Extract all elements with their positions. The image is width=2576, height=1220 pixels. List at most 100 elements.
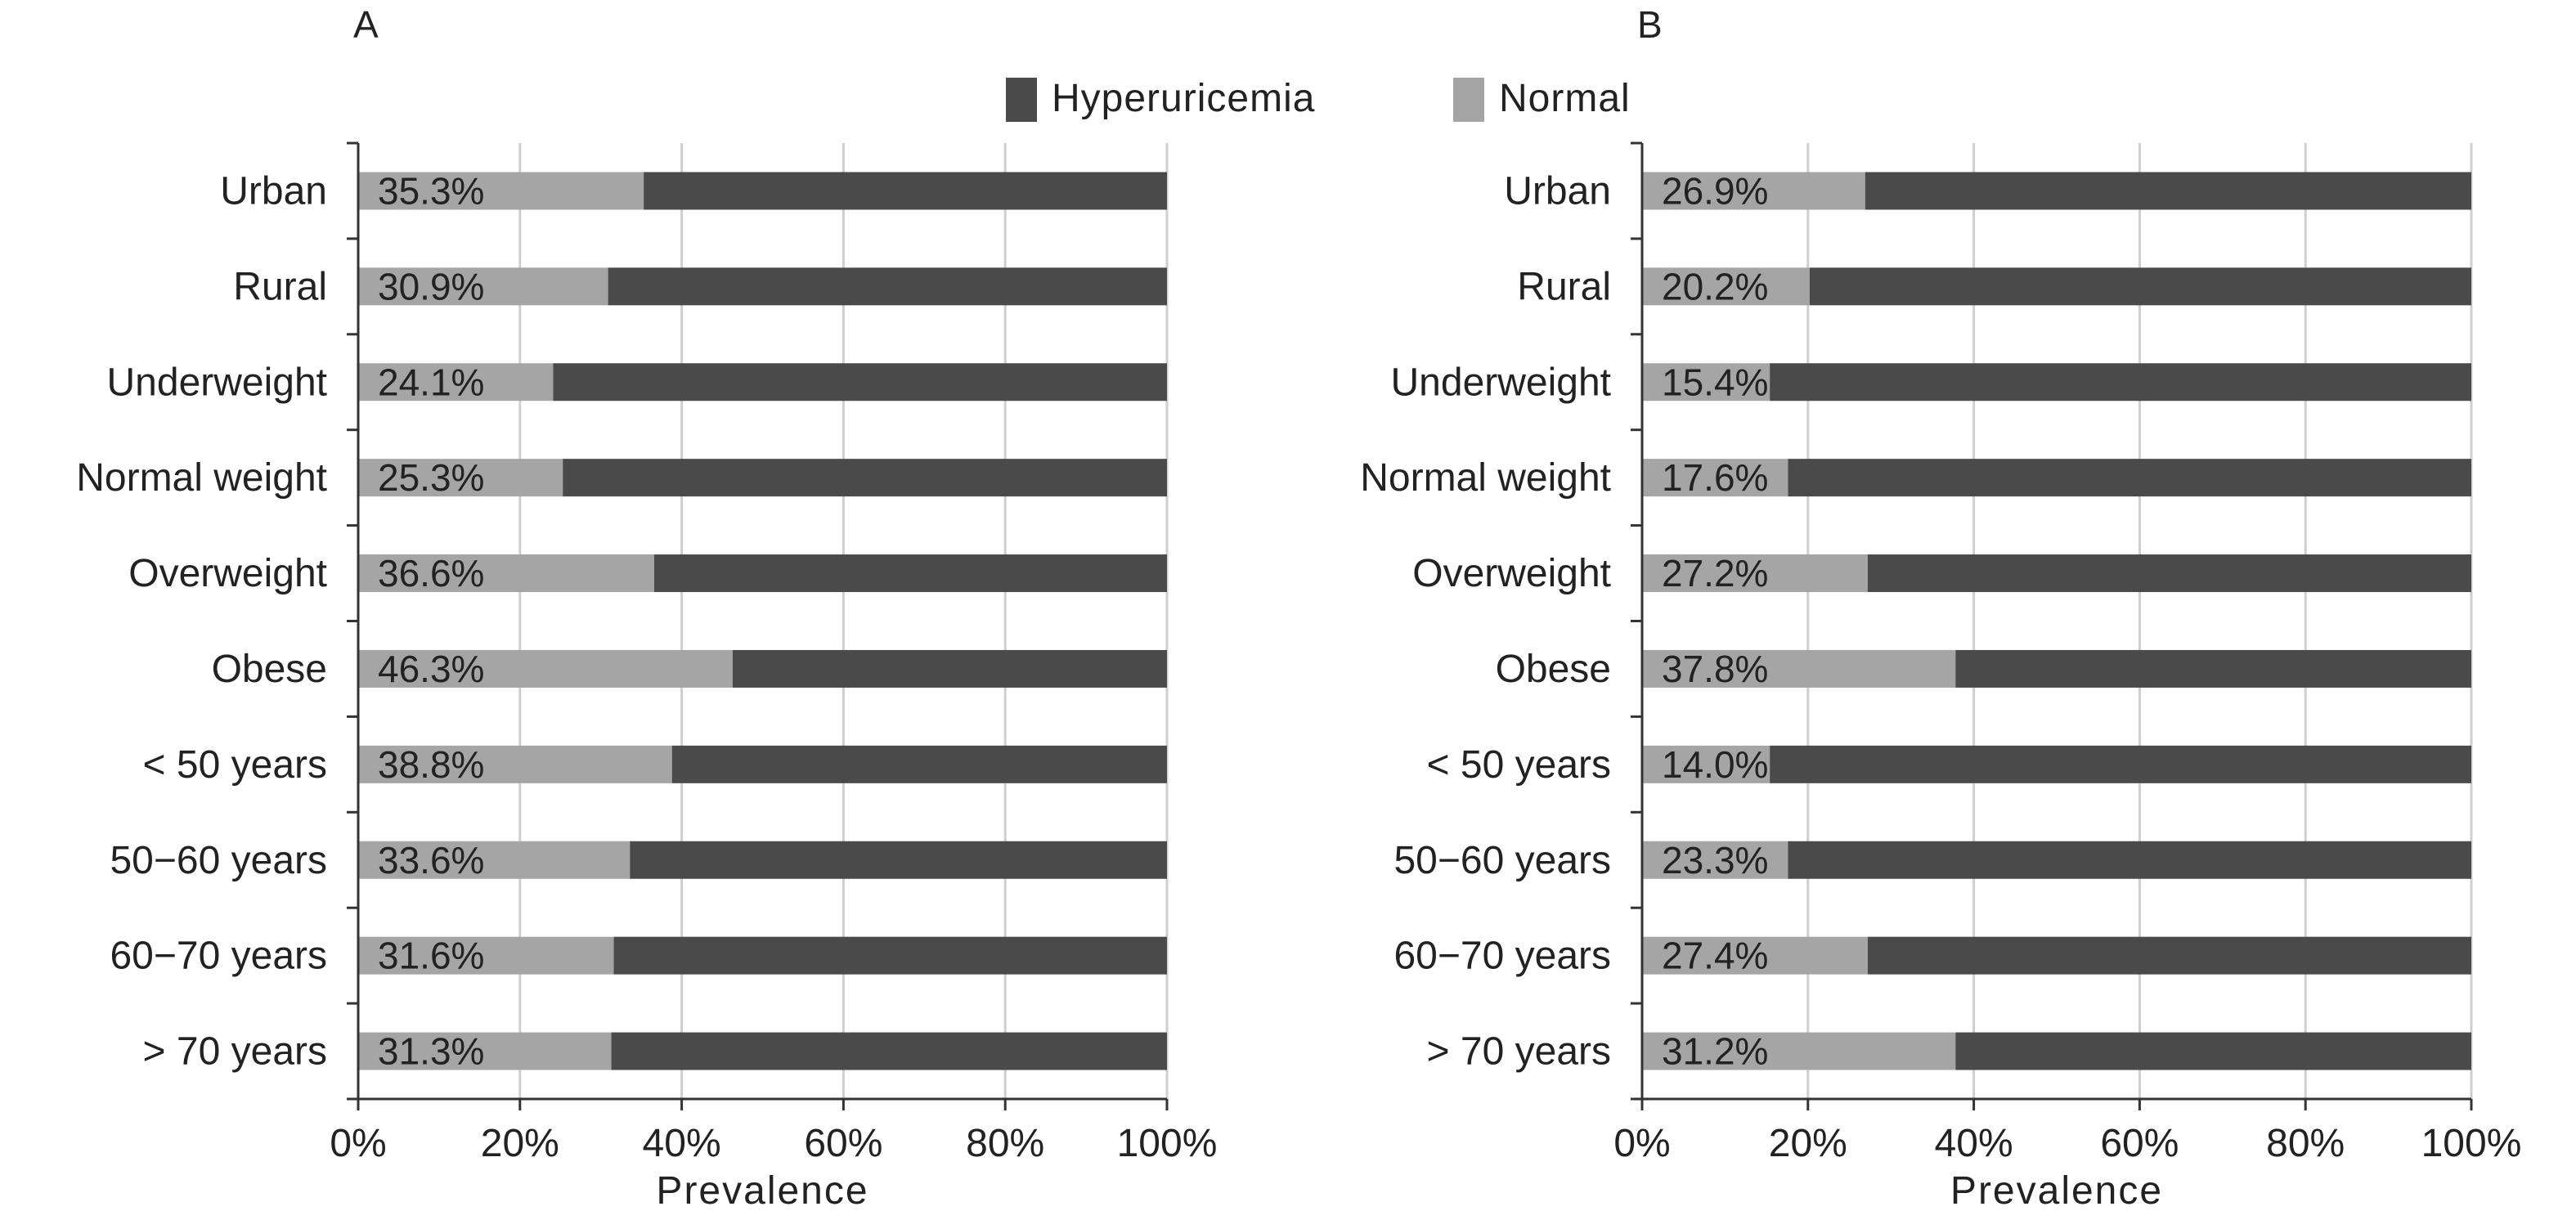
bar-hyperuricemia-50-60-years <box>630 841 1167 879</box>
x-tick-label: 80% <box>966 1122 1044 1165</box>
category-label: 50−60 years <box>1393 839 1611 882</box>
x-axis-title: Prevalence <box>1950 1169 2163 1213</box>
category-label: Overweight <box>1412 552 1611 595</box>
bar-hyperuricemia-50-years <box>671 745 1167 783</box>
bar-normal-rural <box>1642 267 1810 306</box>
category-label: 50−60 years <box>110 839 327 882</box>
x-tick-label: 60% <box>2100 1122 2179 1165</box>
category-label: > 70 years <box>1427 1030 1611 1074</box>
category-label: < 50 years <box>1427 743 1611 787</box>
bar-normal-urban <box>1642 172 1865 210</box>
data-label: 33.6% <box>378 839 484 881</box>
bar-hyperuricemia-obese <box>732 649 1167 688</box>
legend-swatch-hyperuricemia <box>1006 78 1037 122</box>
bar-normal-obese <box>358 649 733 688</box>
bar-hyperuricemia-50-60-years <box>1788 841 2471 879</box>
legend-label-hyperuricemia: Hyperuricemia <box>1052 77 1315 120</box>
category-label: < 50 years <box>143 743 327 787</box>
data-label: 31.6% <box>378 935 484 977</box>
panel-label: A <box>353 3 379 46</box>
x-tick-label: 100% <box>2421 1122 2522 1165</box>
category-label: 60−70 years <box>110 935 327 978</box>
data-label: 31.2% <box>1662 1030 1768 1073</box>
bar-normal-urban <box>358 172 644 210</box>
bar-normal-50-60-years <box>358 841 631 879</box>
bar-normal-normal-weight <box>1642 459 1788 497</box>
panel-label: B <box>1637 3 1663 46</box>
data-label: 20.2% <box>1662 265 1768 307</box>
bar-hyperuricemia-obese <box>1955 649 2471 688</box>
data-label: 26.9% <box>1662 169 1768 212</box>
x-tick-label: 100% <box>1117 1122 1218 1165</box>
bar-normal-70-years <box>1642 1032 1956 1070</box>
bar-normal-overweight <box>358 554 654 593</box>
category-label: Underweight <box>1391 361 1611 404</box>
legend-swatch-normal <box>1453 78 1484 122</box>
x-tick-label: 40% <box>643 1122 721 1165</box>
category-label: Urban <box>220 169 327 213</box>
x-tick-label: 20% <box>1769 1122 1847 1165</box>
bar-hyperuricemia-overweight <box>1867 554 2471 593</box>
chart-panel-a: A 35.3% Urban 30.9% Rural 24.1% Underweight 25.… <box>76 3 1217 1213</box>
category-label: Normal weight <box>76 456 327 500</box>
category-label: Urban <box>1504 169 1611 213</box>
data-label: 35.3% <box>378 169 484 212</box>
bar-hyperuricemia-rural <box>608 267 1167 306</box>
category-label: Overweight <box>128 552 327 595</box>
data-label: 14.0% <box>1662 743 1768 786</box>
bar-hyperuricemia-overweight <box>653 554 1167 593</box>
bar-hyperuricemia-50-years <box>1770 745 2471 783</box>
x-tick-label: 20% <box>481 1122 559 1165</box>
bar-normal-normal-weight <box>358 459 563 497</box>
data-label: 23.3% <box>1662 839 1768 881</box>
x-tick-label: 80% <box>2266 1122 2345 1165</box>
bar-normal-underweight <box>1642 363 1770 401</box>
x-tick-label: 40% <box>1935 1122 2013 1165</box>
bar-normal-overweight <box>1642 554 1868 593</box>
x-axis-title: Prevalence <box>656 1169 868 1213</box>
data-label: 27.2% <box>1662 552 1768 594</box>
category-label: Obese <box>212 648 327 691</box>
chart-panel-b: B 26.9% Urban 20.2% Rural 15.4% Underweight 17.… <box>1360 3 2521 1213</box>
bar-normal-obese <box>1642 649 1956 688</box>
bar-hyperuricemia-underweight <box>1770 363 2471 401</box>
bar-hyperuricemia-normal-weight <box>563 459 1167 497</box>
bar-hyperuricemia-70-years <box>611 1032 1167 1070</box>
bar-hyperuricemia-rural <box>1809 267 2471 306</box>
x-tick-label: 0% <box>1613 1122 1670 1165</box>
category-label: Rural <box>1517 265 1611 308</box>
x-tick-label: 60% <box>804 1122 882 1165</box>
bar-hyperuricemia-urban <box>1865 172 2471 210</box>
data-label: 24.1% <box>378 361 484 403</box>
bar-normal-50-years <box>358 745 672 783</box>
category-label: Underweight <box>107 361 327 404</box>
data-label: 27.4% <box>1662 935 1768 977</box>
bar-normal-50-years <box>1642 745 1770 783</box>
category-label: Normal weight <box>1360 456 1611 500</box>
bar-normal-60-70-years <box>1642 936 1868 975</box>
bar-normal-60-70-years <box>358 936 614 975</box>
data-label: 46.3% <box>378 648 484 690</box>
legend: Hyperuricemia Normal <box>1006 77 1631 122</box>
legend-label-normal: Normal <box>1499 77 1631 120</box>
data-label: 38.8% <box>378 743 484 786</box>
bar-normal-rural <box>358 267 608 306</box>
bar-hyperuricemia-70-years <box>1955 1032 2471 1070</box>
data-label: 31.3% <box>378 1030 484 1073</box>
bar-hyperuricemia-60-70-years <box>613 936 1167 975</box>
bar-normal-underweight <box>358 363 554 401</box>
data-label: 15.4% <box>1662 361 1768 403</box>
x-tick-label: 0% <box>330 1122 386 1165</box>
data-label: 36.6% <box>378 552 484 594</box>
bar-hyperuricemia-underweight <box>553 363 1167 401</box>
data-label: 37.8% <box>1662 648 1768 690</box>
bar-hyperuricemia-urban <box>644 172 1167 210</box>
bar-hyperuricemia-60-70-years <box>1867 936 2471 975</box>
category-label: > 70 years <box>143 1030 327 1074</box>
data-label: 25.3% <box>378 456 484 499</box>
bar-normal-50-60-years <box>1642 841 1788 879</box>
bar-hyperuricemia-normal-weight <box>1788 459 2471 497</box>
bar-normal-70-years <box>358 1032 612 1070</box>
data-label: 17.6% <box>1662 456 1768 499</box>
